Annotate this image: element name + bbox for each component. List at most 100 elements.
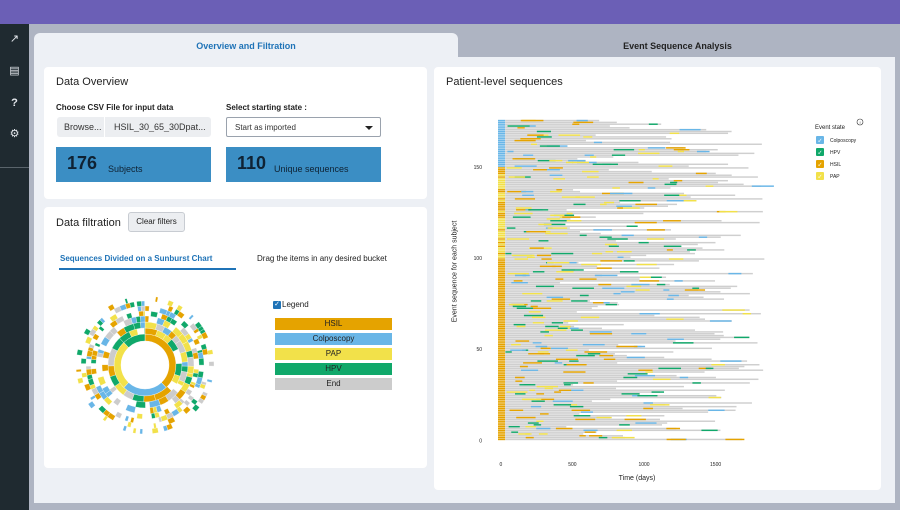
event-mark[interactable] xyxy=(536,398,555,401)
sequence-bar[interactable] xyxy=(505,245,677,248)
event-mark[interactable] xyxy=(607,238,628,240)
event-mark[interactable] xyxy=(708,396,721,399)
event-mark[interactable] xyxy=(589,435,603,437)
sequence-bar[interactable] xyxy=(505,189,574,191)
event-mark[interactable] xyxy=(547,261,570,264)
event-mark[interactable] xyxy=(638,369,653,371)
sequence-bar[interactable] xyxy=(505,134,596,136)
event-mark[interactable] xyxy=(591,252,603,255)
event-mark[interactable] xyxy=(605,251,614,253)
event-mark[interactable] xyxy=(551,298,571,300)
event-mark[interactable] xyxy=(599,354,614,357)
event-mark[interactable] xyxy=(590,156,597,158)
sequence-bar[interactable] xyxy=(505,427,677,430)
event-mark[interactable] xyxy=(583,136,593,138)
sunburst-segment[interactable] xyxy=(136,300,142,307)
sequence-bar[interactable] xyxy=(505,229,672,231)
event-mark[interactable] xyxy=(572,287,594,289)
event-mark[interactable] xyxy=(708,409,725,412)
sunburst-segment[interactable] xyxy=(185,388,193,396)
event-mark[interactable] xyxy=(532,307,552,309)
sunburst-segment[interactable] xyxy=(124,298,129,305)
sunburst-segment[interactable] xyxy=(168,311,177,320)
event-mark[interactable] xyxy=(539,353,551,355)
event-mark[interactable] xyxy=(624,418,646,421)
event-mark[interactable] xyxy=(561,269,584,271)
sequence-bar[interactable] xyxy=(505,373,646,375)
question-icon[interactable]: ? xyxy=(11,97,18,109)
sequence-bar[interactable] xyxy=(505,236,721,238)
event-mark[interactable] xyxy=(566,212,573,215)
event-mark[interactable] xyxy=(679,376,689,379)
event-mark[interactable] xyxy=(546,296,564,299)
sunburst-segment[interactable] xyxy=(140,321,146,329)
event-mark[interactable] xyxy=(592,163,612,166)
event-mark[interactable] xyxy=(545,232,568,235)
event-mark[interactable] xyxy=(555,427,573,430)
event-mark[interactable] xyxy=(507,150,514,153)
event-mark[interactable] xyxy=(623,376,638,379)
sequence-bar[interactable] xyxy=(505,138,672,140)
event-mark[interactable] xyxy=(571,409,591,412)
event-mark[interactable] xyxy=(667,338,684,340)
sunburst-segment[interactable] xyxy=(182,406,191,415)
event-mark[interactable] xyxy=(742,312,752,315)
sequence-bar[interactable] xyxy=(505,387,617,390)
event-mark[interactable] xyxy=(616,251,632,253)
sequence-bar[interactable] xyxy=(505,404,666,406)
sequence-bar[interactable] xyxy=(505,400,592,402)
sunburst-segment[interactable] xyxy=(94,342,101,348)
event-mark[interactable] xyxy=(666,200,684,202)
sequence-bar[interactable] xyxy=(505,283,670,286)
event-mark[interactable] xyxy=(550,347,568,350)
sequence-bar[interactable] xyxy=(505,327,602,330)
sequence-bar[interactable] xyxy=(505,303,620,306)
event-mark[interactable] xyxy=(634,221,657,224)
event-mark[interactable] xyxy=(643,407,654,410)
legend-item-end[interactable]: End xyxy=(275,378,392,390)
event-mark[interactable] xyxy=(508,176,526,178)
event-mark[interactable] xyxy=(566,364,587,366)
event-mark[interactable] xyxy=(555,278,564,280)
sunburst-segment[interactable] xyxy=(167,416,176,425)
event-mark[interactable] xyxy=(546,218,560,220)
event-mark[interactable] xyxy=(711,364,725,366)
event-mark[interactable] xyxy=(553,404,572,406)
sequence-bar[interactable] xyxy=(505,143,762,145)
event-mark[interactable] xyxy=(522,292,543,295)
event-mark[interactable] xyxy=(582,343,605,346)
table-icon[interactable]: ▤ xyxy=(9,65,20,77)
sequence-bar[interactable] xyxy=(505,431,597,433)
sequence-bar[interactable] xyxy=(505,345,642,348)
event-mark[interactable] xyxy=(679,128,701,131)
event-mark[interactable] xyxy=(523,154,534,156)
event-mark[interactable] xyxy=(584,351,608,353)
sequence-bar[interactable] xyxy=(505,139,586,142)
event-mark[interactable] xyxy=(549,167,563,169)
sequence-bar[interactable] xyxy=(505,382,750,384)
event-mark[interactable] xyxy=(516,325,526,328)
event-mark[interactable] xyxy=(554,391,562,393)
sequence-bar[interactable] xyxy=(505,251,690,253)
event-mark[interactable] xyxy=(538,240,549,242)
sequence-bar[interactable] xyxy=(505,365,745,368)
event-mark[interactable] xyxy=(525,433,532,435)
event-mark[interactable] xyxy=(583,429,598,432)
event-mark[interactable] xyxy=(658,165,673,167)
event-mark[interactable] xyxy=(631,283,650,286)
event-mark[interactable] xyxy=(505,351,512,353)
event-mark[interactable] xyxy=(549,174,563,176)
event-mark[interactable] xyxy=(573,415,591,417)
sunburst-segment[interactable] xyxy=(90,359,97,364)
sequence-bar[interactable] xyxy=(505,150,707,153)
sequence-bar[interactable] xyxy=(505,205,669,207)
event-mark[interactable] xyxy=(562,216,581,218)
event-mark[interactable] xyxy=(572,161,590,164)
event-mark[interactable] xyxy=(530,405,542,408)
event-mark[interactable] xyxy=(673,179,683,182)
event-mark[interactable] xyxy=(565,161,574,164)
event-mark[interactable] xyxy=(587,353,601,355)
sunburst-segment[interactable] xyxy=(166,300,174,307)
event-mark[interactable] xyxy=(528,311,541,313)
legend-swatch[interactable] xyxy=(816,136,824,144)
